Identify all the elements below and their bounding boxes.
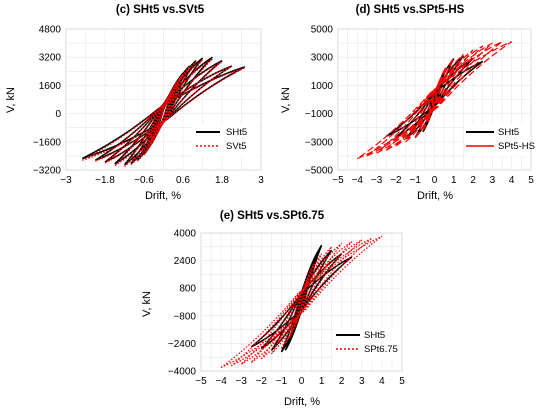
panel-e-y-tick-label: −2400 xyxy=(168,339,197,350)
panel-c-x-tick-label: 3 xyxy=(258,175,264,186)
panel-e-title: (e) SHt5 vs.SPt6.75 xyxy=(220,210,325,222)
panel-c-y-tick-label: 0 xyxy=(55,109,61,120)
panel-e-series-1-cycle-8 xyxy=(220,235,383,369)
panel-e-y-axis-label: V, kN xyxy=(141,291,153,317)
panel-e-x-tick-label: −5 xyxy=(195,376,207,387)
panel-c-series-1-cycle-3 xyxy=(136,66,191,162)
panel-c-series-1-cycle-6 xyxy=(114,58,213,167)
panel-c-series-1-cycle-7 xyxy=(104,61,223,164)
panel-d-y-tick-label: −3000 xyxy=(305,137,334,148)
panel-c-legend: SHt5 SVt5 xyxy=(192,125,258,157)
panel-d-series-1-cycle-1 xyxy=(422,66,447,131)
panel-e-y-tick-label: 800 xyxy=(179,284,196,295)
panel-e-series-1-cycle-3 xyxy=(270,246,333,355)
panel-d: (d) SHt5 vs.SPt5-HS 500030001000−1000−30… xyxy=(280,4,535,202)
panel-c-x-tick-label: −1.8 xyxy=(95,175,115,186)
panel-d-x-tick-label: −3 xyxy=(371,175,383,186)
panel-c-x-tick-label: 1.8 xyxy=(215,175,229,186)
panel-c-x-axis-label: Drift, % xyxy=(145,190,181,202)
panel-e-series-1-cycle-2 xyxy=(280,253,323,349)
panel-d-x-tick-label: 0 xyxy=(432,175,438,186)
panel-e-y-tick-label: 4000 xyxy=(174,229,197,240)
panel-e-x-tick-label: 4 xyxy=(379,376,385,387)
panel-e-x-tick-label: 2 xyxy=(339,376,345,387)
panel-e-x-tick-label: 0 xyxy=(299,376,305,387)
panel-c-legend-label-sht5: SHt5 xyxy=(226,127,247,138)
panel-d-y-tick-label: 5000 xyxy=(311,25,334,36)
panel-c-legend-label-svt5: SVt5 xyxy=(226,141,247,152)
panel-d-x-tick-label: −4 xyxy=(352,175,364,186)
panel-c-y-tick-label: −3200 xyxy=(33,166,62,177)
panel-e-legend-label-spt675: SPt6.75 xyxy=(364,344,398,355)
panel-d-series-1-cycle-3 xyxy=(405,53,464,143)
panel-c-series-1-cycle-9 xyxy=(82,67,246,161)
panel-e-series-1-cycle-6 xyxy=(240,239,363,365)
panel-e-y-tick-label: −800 xyxy=(173,311,196,322)
panel-e-y-tick-label: 2400 xyxy=(174,256,197,267)
panel-c-title: (c) SHt5 vs.SVt5 xyxy=(116,4,205,16)
panel-d-x-tick-label: 3 xyxy=(490,175,496,186)
panel-e-x-tick-label: −3 xyxy=(235,376,247,387)
panel-d-y-tick-label: −5000 xyxy=(305,166,334,177)
panel-c: (c) SHt5 vs.SVt5 4800 3200 1600 0 −1600 −3200… xyxy=(5,4,264,202)
panel-d-legend-label-sht5: SHt5 xyxy=(498,127,519,138)
panel-d-y-tick-label: 3000 xyxy=(311,53,334,64)
panel-e-legend-box xyxy=(333,327,401,359)
panel-c-y-axis-label: V, kN xyxy=(5,87,17,113)
panel-e-series-0-cycle-6 xyxy=(250,256,353,348)
panel-c-y-tick-label: 4800 xyxy=(39,25,62,36)
panel-e-legend: SHt5 SPt6.75 xyxy=(333,327,401,359)
panel-e: (e) SHt5 vs.SPt6.75 4000 2400 800 −800 −2400… xyxy=(141,210,405,408)
panel-d-series-0-cycle-5 xyxy=(385,60,484,137)
panel-d-legend-label-spt5hs: SPt5-HS xyxy=(498,141,535,152)
panel-c-series-1-cycle-8 xyxy=(94,65,233,162)
panel-d-x-tick-label: 2 xyxy=(470,175,476,186)
panel-d-x-tick-label: −1 xyxy=(409,175,421,186)
panel-c-series-1-cycle-4 xyxy=(130,61,197,166)
panel-d-title: (d) SHt5 vs.SPt5-HS xyxy=(356,4,465,16)
panel-d-series-1-cycle-2 xyxy=(414,58,455,139)
panel-e-x-tick-label: 1 xyxy=(319,376,325,387)
panel-e-legend-label-sht5: SHt5 xyxy=(364,330,385,341)
panel-e-y-tick-label: −4000 xyxy=(168,367,197,378)
panel-c-x-tick-label: −3 xyxy=(60,175,72,186)
panel-d-x-tick-label: −5 xyxy=(332,175,344,186)
panel-d-y-tick-label: −1000 xyxy=(305,109,334,120)
panel-d-x-tick-label: 5 xyxy=(528,175,534,186)
panel-c-x-tick-label: 0.6 xyxy=(176,175,190,186)
panel-c-y-tick-label: 3200 xyxy=(39,53,62,64)
panel-e-series-1-cycle-5 xyxy=(250,241,353,363)
panel-d-x-tick-label: 1 xyxy=(451,175,457,186)
panel-d-y-axis-label: V, kN xyxy=(280,87,292,113)
panel-d-x-axis-label: Drift, % xyxy=(417,190,453,202)
panel-c-x-tick-label: −0.6 xyxy=(134,175,154,186)
panel-d-series-1-cycle-5 xyxy=(385,45,484,151)
panel-d-legend-box xyxy=(464,124,530,156)
panel-e-x-tick-label: −1 xyxy=(276,376,288,387)
panel-d-y-tick-label: 1000 xyxy=(311,81,334,92)
panel-c-y-tick-label: 1600 xyxy=(39,81,62,92)
panel-e-x-tick-label: −4 xyxy=(215,376,227,387)
panel-d-legend: SHt5 SPt5-HS xyxy=(464,124,535,156)
panel-e-x-tick-label: 3 xyxy=(359,376,365,387)
panel-e-x-tick-label: 5 xyxy=(399,376,405,387)
panel-e-series-1-cycle-4 xyxy=(260,242,343,360)
panel-e-x-tick-label: −2 xyxy=(256,376,268,387)
panel-e-series-1-cycle-1 xyxy=(288,263,315,339)
panel-d-series-1-cycle-8 xyxy=(356,41,513,160)
panel-e-x-axis-label: Drift, % xyxy=(284,396,320,408)
panel-c-y-tick-label: −1600 xyxy=(33,137,62,148)
panel-d-x-tick-label: −2 xyxy=(390,175,402,186)
panel-d-x-tick-label: 4 xyxy=(509,175,515,186)
panel-c-legend-box xyxy=(192,125,258,157)
panel-d-series-1-cycle-7 xyxy=(366,41,503,157)
